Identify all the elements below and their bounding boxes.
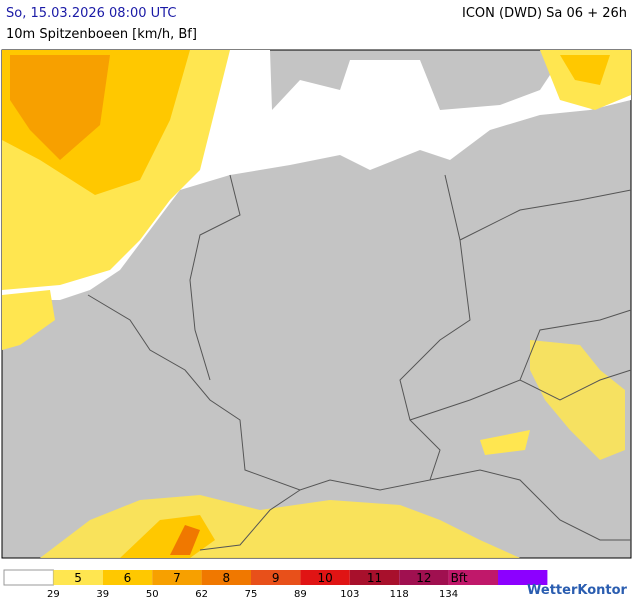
legend-label: 12 [416,571,431,585]
legend-threshold: 75 [245,589,258,600]
legend-label: 5 [74,571,82,585]
legend-swatch [102,570,153,585]
legend-threshold: 134 [439,589,458,600]
legend-threshold: 29 [47,589,60,600]
legend-label: 10 [317,571,332,585]
legend-label: 11 [367,571,382,585]
legend-threshold: 103 [340,589,359,600]
legend-label: 6 [124,571,132,585]
logo: WetterKontor [527,583,628,598]
legend-swatch [201,570,251,585]
legend-threshold: 62 [195,589,208,600]
legend-swatch [53,570,103,585]
legend-swatch [300,570,350,585]
legend-swatch [498,570,548,585]
gust-area [530,340,625,460]
legend-threshold: 118 [390,589,409,600]
legend-swatch [3,569,54,586]
gust-area [170,525,200,555]
legend-swatch [448,570,498,585]
gust-area [560,55,610,85]
model-run: ICON (DWD) Sa 06 + 26h [462,6,627,21]
legend-swatch [152,570,202,585]
gust-area [480,430,530,455]
legend-threshold: 50 [146,589,159,600]
legend-swatch [251,570,301,585]
borders [87,174,632,551]
legend-label: 7 [173,571,181,585]
legend-label: 9 [272,571,280,585]
gust-area [10,55,110,160]
legend-threshold: 89 [294,589,307,600]
legend-label: Bft [451,571,468,585]
parameter: 10m Spitzenboeen [km/h, Bf] [6,27,197,42]
legend-swatch [399,570,449,585]
gust-area [2,290,55,350]
legend-swatch [349,570,400,585]
valid-date: So, 15.03.2026 08:00 UTC [6,6,177,21]
legend-threshold: 39 [96,589,109,600]
legend-label: 8 [222,571,230,585]
